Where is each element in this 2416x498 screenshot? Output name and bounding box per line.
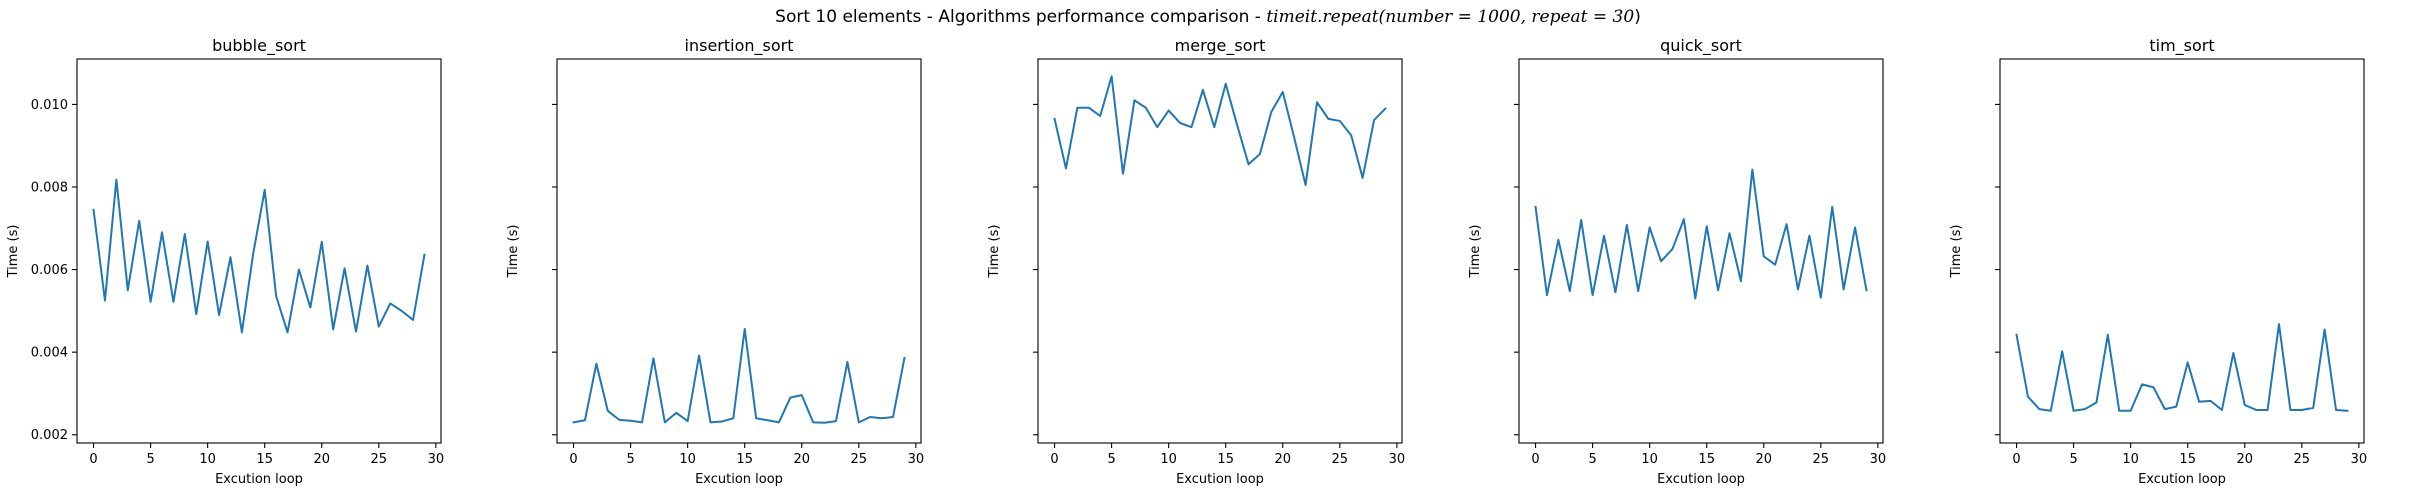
- x-tick-label-bubble-sort-10: 10: [199, 452, 216, 467]
- y-tick-label-bubble-sort-1: 0.004: [31, 346, 68, 361]
- x-tick-label-insertion-sort-5: 5: [626, 452, 634, 467]
- x-tick-label-insertion-sort-30: 30: [908, 452, 925, 467]
- subplot-title-quick-sort: quick_sort: [1660, 36, 1742, 56]
- x-axis-label-bubble-sort: Excution loop: [215, 472, 303, 487]
- x-tick-label-merge-sort-15: 15: [1217, 452, 1234, 467]
- x-tick-label-merge-sort-10: 10: [1160, 452, 1177, 467]
- x-tick-label-tim-sort-30: 30: [2351, 452, 2368, 467]
- y-axis-label-quick-sort: Time (s): [1468, 225, 1483, 279]
- x-tick-label-insertion-sort-10: 10: [679, 452, 696, 467]
- series-line-merge-sort: [1053, 75, 1387, 186]
- x-tick-label-tim-sort-0: 0: [2012, 452, 2020, 467]
- x-tick-label-insertion-sort-25: 25: [851, 452, 868, 467]
- series-line-insertion-sort: [572, 328, 906, 424]
- x-tick-label-tim-sort-20: 20: [2236, 452, 2253, 467]
- x-tick-label-quick-sort-15: 15: [1698, 452, 1715, 467]
- x-tick-label-bubble-sort-30: 30: [428, 452, 445, 467]
- y-axis-label-merge-sort: Time (s): [987, 225, 1002, 279]
- x-tick-label-tim-sort-15: 15: [2179, 452, 2196, 467]
- x-tick-label-merge-sort-5: 5: [1107, 452, 1115, 467]
- x-tick-label-bubble-sort-25: 25: [371, 452, 388, 467]
- y-axis-label-tim-sort: Time (s): [1949, 225, 1964, 279]
- y-tick-label-bubble-sort-3: 0.008: [31, 181, 68, 196]
- x-tick-label-bubble-sort-15: 15: [256, 452, 273, 467]
- axes-frame-quick-sort: [1518, 58, 1884, 444]
- x-tick-label-merge-sort-25: 25: [1332, 452, 1349, 467]
- series-line-bubble-sort: [92, 178, 426, 334]
- figure-title-math: timeit.repeat(number = 1000, repeat = 30: [1266, 7, 1635, 27]
- x-axis-label-merge-sort: Excution loop: [1176, 472, 1264, 487]
- x-axis-label-tim-sort: Excution loop: [2138, 472, 2226, 487]
- x-tick-label-quick-sort-5: 5: [1588, 452, 1596, 467]
- subplot-title-tim-sort: tim_sort: [2149, 36, 2214, 56]
- y-axis-label-insertion-sort: Time (s): [506, 225, 521, 279]
- x-tick-label-quick-sort-30: 30: [1870, 452, 1887, 467]
- y-tick-label-bubble-sort-2: 0.006: [31, 263, 68, 278]
- figure-title-suffix: ): [1634, 7, 1641, 27]
- x-tick-label-insertion-sort-20: 20: [793, 452, 810, 467]
- x-tick-label-tim-sort-10: 10: [2122, 452, 2139, 467]
- x-tick-label-insertion-sort-0: 0: [569, 452, 577, 467]
- x-tick-label-quick-sort-20: 20: [1755, 452, 1772, 467]
- x-tick-label-tim-sort-25: 25: [2294, 452, 2311, 467]
- axes-frame-insertion-sort: [556, 58, 922, 444]
- subplot-title-merge-sort: merge_sort: [1175, 36, 1266, 56]
- axes-frame-tim-sort: [1999, 58, 2365, 444]
- series-line-quick-sort: [1534, 168, 1868, 300]
- x-tick-label-bubble-sort-20: 20: [313, 452, 330, 467]
- figure-title: Sort 10 elements - Algorithms performanc…: [0, 7, 2416, 27]
- figure-title-prefix: Sort 10 elements - Algorithms performanc…: [775, 7, 1267, 27]
- x-tick-label-merge-sort-20: 20: [1274, 452, 1291, 467]
- x-tick-label-tim-sort-5: 5: [2069, 452, 2077, 467]
- x-tick-label-quick-sort-25: 25: [1813, 452, 1830, 467]
- x-tick-label-insertion-sort-15: 15: [736, 452, 753, 467]
- x-tick-label-bubble-sort-0: 0: [89, 452, 97, 467]
- x-tick-label-quick-sort-0: 0: [1531, 452, 1539, 467]
- axes-frame-merge-sort: [1037, 58, 1403, 444]
- axes-frame-bubble-sort: [76, 58, 442, 444]
- y-tick-label-bubble-sort-0: 0.002: [31, 428, 68, 443]
- x-axis-label-quick-sort: Excution loop: [1657, 472, 1745, 487]
- x-tick-label-quick-sort-10: 10: [1641, 452, 1658, 467]
- y-tick-label-bubble-sort-4: 0.010: [31, 98, 68, 113]
- x-tick-label-merge-sort-30: 30: [1389, 452, 1406, 467]
- x-tick-label-bubble-sort-5: 5: [146, 452, 154, 467]
- x-axis-label-insertion-sort: Excution loop: [695, 472, 783, 487]
- subplot-title-insertion-sort: insertion_sort: [685, 36, 794, 56]
- subplot-title-bubble-sort: bubble_sort: [212, 36, 306, 56]
- series-line-tim-sort: [2015, 323, 2349, 412]
- x-tick-label-merge-sort-0: 0: [1050, 452, 1058, 467]
- y-axis-label-bubble-sort: Time (s): [6, 225, 21, 279]
